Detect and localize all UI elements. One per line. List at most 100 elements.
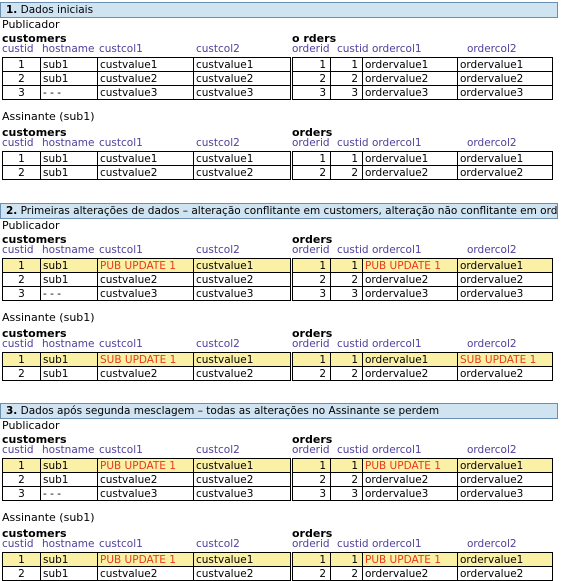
subscriber-customers-column-header: custcol1: [99, 137, 143, 149]
table-cell: PUB UPDATE 1: [97, 458, 194, 473]
table-row: 1 1 PUB UPDATE 1 ordervalue1: [292, 552, 553, 567]
table-cell: 1: [292, 57, 331, 72]
publisher-orders-table: 1 1 PUB UPDATE 1 ordervalue1 2 2 ordervalue2 or…: [292, 258, 553, 301]
subscriber-customers-column-header: custcol1: [99, 538, 143, 550]
table-row: 2 sub1 custvalue2 custvalue2: [2, 71, 291, 86]
publisher-orders-table-title: orders: [292, 433, 333, 446]
table-cell: sub1: [40, 71, 98, 86]
table-cell: custvalue2: [97, 472, 194, 487]
table-cell: 3: [330, 486, 363, 501]
subscriber-customers-table-title: customers: [2, 126, 67, 139]
subscriber-customers-column-header: hostname: [42, 137, 95, 149]
subscriber-customers-column-header: hostname: [42, 538, 95, 550]
subscriber-orders-column-header: orderid: [292, 538, 330, 550]
table-cell: ordervalue3: [362, 85, 458, 100]
subscriber-customers-table-title: customers: [2, 327, 67, 340]
publisher-orders-column-header: custid: [337, 43, 369, 55]
section-title: Primeiras alterações de dados – alteraçã…: [17, 205, 558, 217]
publisher-orders-column-header: custid: [337, 244, 369, 256]
table-cell: custvalue3: [97, 85, 194, 100]
subscriber-orders-table-title: orders: [292, 126, 333, 139]
table-cell: ordervalue2: [362, 165, 458, 180]
subscriber-orders-column-header: ordercol2: [467, 538, 517, 550]
table-cell: ordervalue1: [362, 57, 458, 72]
subscriber-customers-table: 1 sub1 custvalue1 custvalue1 2 sub1 custvalue2…: [2, 151, 291, 180]
table-cell: 1: [292, 552, 331, 567]
table-cell: 1: [292, 258, 331, 273]
publisher-orders-column-header: custid: [337, 444, 369, 456]
table-cell: ordervalue1: [457, 151, 553, 166]
table-cell: ordervalue3: [457, 85, 553, 100]
publisher-orders-column-header: ordercol2: [467, 43, 517, 55]
table-row: 1 sub1 PUB UPDATE 1 custvalue1: [2, 458, 291, 473]
table-cell: PUB UPDATE 1: [362, 458, 458, 473]
table-cell: 1: [292, 458, 331, 473]
table-cell: PUB UPDATE 1: [97, 552, 194, 567]
publisher-customers-column-header: custcol1: [99, 444, 143, 456]
table-cell: ordervalue1: [457, 552, 553, 567]
table-cell: - - -: [40, 486, 98, 501]
publisher-orders-column-header: ordercol1: [372, 244, 422, 256]
publisher-orders-column-header: orderid: [292, 244, 330, 256]
publisher-customers-table-title: customers: [2, 233, 67, 246]
section-header: 3. Dados após segunda mesclagem – todas …: [0, 403, 558, 419]
publisher-label: Publicador: [2, 18, 60, 31]
publisher-customers-column-header: custid: [2, 444, 34, 456]
table-cell: custvalue2: [97, 71, 194, 86]
table-row: 2 sub1 custvalue2 custvalue2: [2, 272, 291, 287]
table-row: 1 sub1 PUB UPDATE 1 custvalue1: [2, 552, 291, 567]
section-header: 2. Primeiras alterações de dados – alter…: [0, 203, 558, 219]
table-cell: custvalue3: [193, 486, 291, 501]
subscriber-customers-column-header: custid: [2, 137, 34, 149]
table-cell: sub1: [40, 165, 98, 180]
table-cell: 3: [292, 286, 331, 301]
table-cell: 1: [2, 552, 41, 567]
table-cell: sub1: [40, 566, 98, 581]
table-cell: ordervalue1: [457, 57, 553, 72]
table-cell: ordervalue3: [457, 486, 553, 501]
subscriber-orders-column-header: custid: [337, 137, 369, 149]
table-row: 2 2 ordervalue2 ordervalue2: [292, 165, 553, 180]
table-cell: custvalue2: [193, 165, 291, 180]
table-cell: - - -: [40, 286, 98, 301]
table-cell: 2: [330, 71, 363, 86]
table-cell: ordervalue2: [362, 366, 458, 381]
table-cell: 3: [292, 486, 331, 501]
subscriber-orders-column-header: orderid: [292, 338, 330, 350]
table-cell: custvalue1: [193, 352, 291, 367]
table-cell: ordervalue1: [362, 151, 458, 166]
table-cell: 3: [2, 85, 41, 100]
table-cell: 1: [2, 57, 41, 72]
section-number: 3.: [6, 405, 18, 417]
publisher-customers-column-header: custcol2: [196, 444, 240, 456]
table-cell: 1: [330, 352, 363, 367]
publisher-customers-column-header: custcol1: [99, 43, 143, 55]
publisher-orders-column-header: ordercol2: [467, 244, 517, 256]
table-cell: ordervalue2: [457, 566, 553, 581]
subscriber-orders-column-header: custid: [337, 538, 369, 550]
table-cell: custvalue3: [97, 486, 194, 501]
table-cell: 1: [2, 151, 41, 166]
table-cell: custvalue1: [193, 552, 291, 567]
subscriber-orders-column-header: ordercol1: [372, 137, 422, 149]
subscriber-customers-column-header: hostname: [42, 338, 95, 350]
publisher-customers-column-header: custid: [2, 43, 34, 55]
table-cell: custvalue2: [193, 71, 291, 86]
publisher-customers-table: 1 sub1 custvalue1 custvalue1 2 sub1 custvalue2…: [2, 57, 291, 100]
table-cell: sub1: [40, 552, 98, 567]
table-cell: sub1: [40, 366, 98, 381]
publisher-orders-table: 1 1 PUB UPDATE 1 ordervalue1 2 2 ordervalue2 or…: [292, 458, 553, 501]
publisher-customers-table-title: customers: [2, 433, 67, 446]
table-row: 3 3 ordervalue3 ordervalue3: [292, 286, 553, 301]
table-cell: 2: [2, 366, 41, 381]
table-cell: ordervalue1: [457, 458, 553, 473]
table-cell: 2: [330, 472, 363, 487]
table-cell: custvalue3: [193, 286, 291, 301]
publisher-label: Publicador: [2, 419, 60, 432]
table-cell: 2: [2, 472, 41, 487]
subscriber-customers-column-header: custcol1: [99, 338, 143, 350]
subscriber-label: Assinante (sub1): [2, 110, 95, 123]
table-row: 2 2 ordervalue2 ordervalue2: [292, 472, 553, 487]
table-cell: - - -: [40, 85, 98, 100]
table-cell: 1: [330, 151, 363, 166]
